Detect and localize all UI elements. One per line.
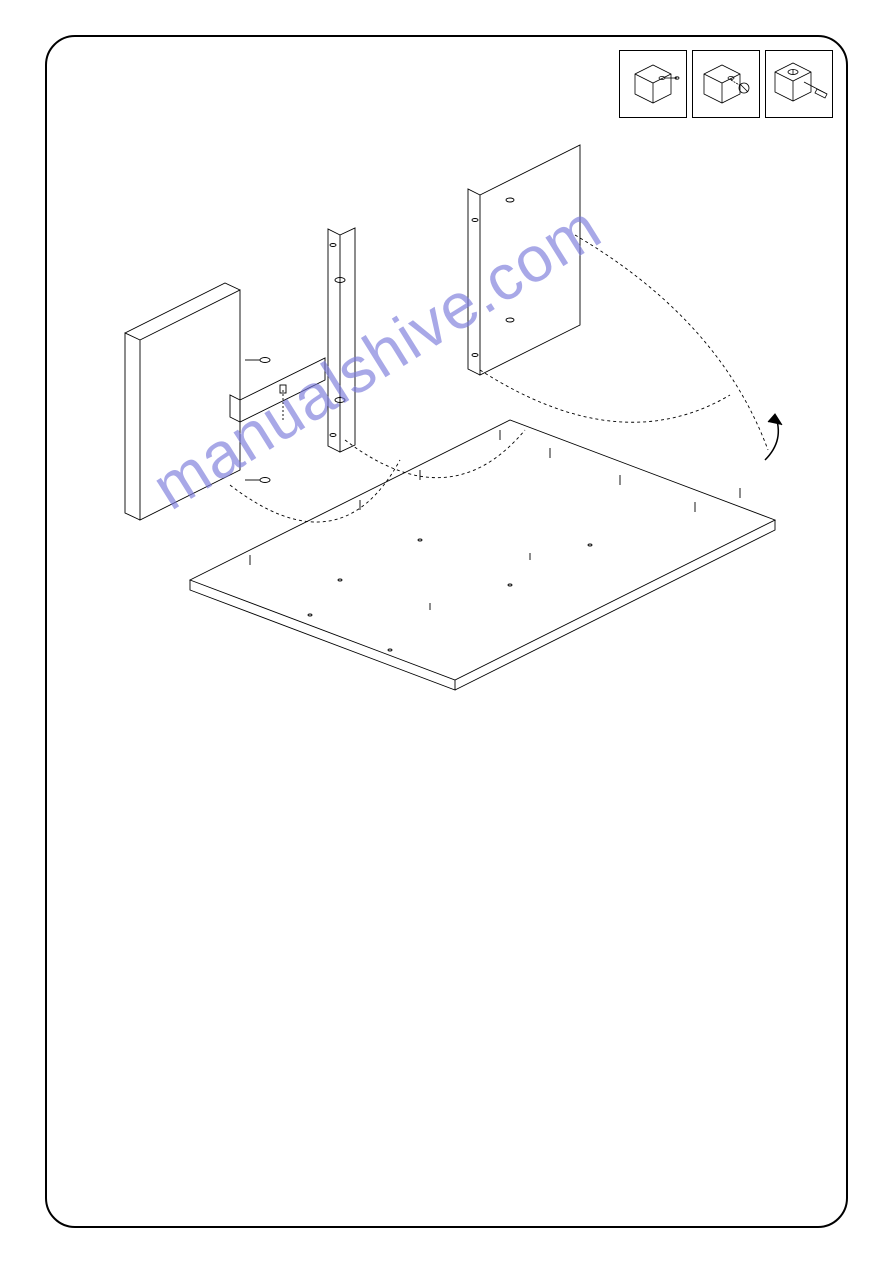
middle-divider-panel [328, 228, 355, 452]
hw-icon-cam-bolt [692, 50, 760, 118]
top-panel [190, 420, 775, 690]
hw-icon-screwdriver [765, 50, 833, 118]
assembly-diagram [80, 140, 810, 740]
hardware-icon-row [619, 50, 833, 118]
hw-icon-cam-insert [619, 50, 687, 118]
left-side-panel [125, 283, 240, 520]
right-side-panel [468, 145, 580, 375]
flip-arrow [765, 414, 782, 460]
back-rail [230, 358, 325, 422]
